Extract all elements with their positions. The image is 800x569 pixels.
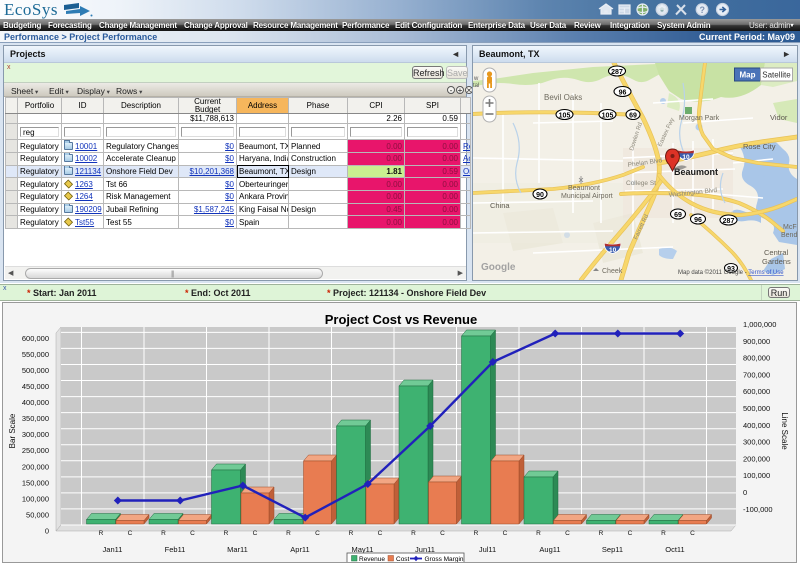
svg-text:287: 287 — [611, 69, 623, 76]
svg-text:?: ? — [700, 5, 706, 15]
svg-text:Municipal Airport: Municipal Airport — [561, 193, 613, 200]
svg-text:Feb11: Feb11 — [165, 545, 186, 554]
svg-text:C: C — [440, 530, 445, 537]
svg-text:R: R — [536, 530, 541, 537]
svg-text:Rose City: Rose City — [743, 142, 776, 151]
svg-text:R: R — [349, 530, 354, 537]
svg-text:350,000: 350,000 — [22, 414, 49, 423]
svg-text:105: 105 — [559, 112, 571, 119]
svg-text:May11: May11 — [352, 545, 374, 554]
svg-text:-100,000: -100,000 — [743, 505, 773, 514]
svg-text:Central: Central — [764, 248, 789, 257]
svg-text:50,000: 50,000 — [26, 511, 49, 520]
svg-text:10: 10 — [609, 247, 617, 254]
svg-text:Cheek: Cheek — [602, 268, 623, 275]
svg-text:Vidor: Vidor — [770, 113, 788, 122]
svg-text:Map data ©2011 Google - Terms: Map data ©2011 Google - Terms of Use — [678, 269, 784, 276]
svg-text:R: R — [411, 530, 416, 537]
svg-text:96: 96 — [619, 89, 627, 96]
svg-text:Gardens: Gardens — [762, 257, 791, 266]
svg-text:R: R — [161, 530, 166, 537]
svg-text:900,000: 900,000 — [743, 337, 770, 346]
svg-text:69: 69 — [674, 212, 682, 219]
svg-text:150,000: 150,000 — [22, 478, 49, 487]
svg-text:Jul11: Jul11 — [479, 545, 496, 554]
svg-text:R: R — [474, 530, 479, 537]
svg-text:Morgan Park: Morgan Park — [679, 115, 720, 122]
svg-text:250,000: 250,000 — [22, 446, 49, 455]
svg-text:600,000: 600,000 — [743, 387, 770, 396]
svg-text:R: R — [286, 530, 291, 537]
svg-text:Satellite: Satellite — [762, 71, 791, 80]
svg-text:tal: tal — [473, 83, 479, 89]
svg-text:R: R — [661, 530, 666, 537]
svg-text:C: C — [378, 530, 383, 537]
svg-text:Beaumont: Beaumont — [568, 185, 600, 192]
svg-text:China: China — [490, 201, 510, 210]
svg-text:Apr11: Apr11 — [290, 545, 309, 554]
svg-text:Line Scale: Line Scale — [780, 412, 789, 450]
svg-text:Sep11: Sep11 — [602, 545, 623, 554]
svg-text:C: C — [690, 530, 695, 537]
svg-text:0: 0 — [743, 488, 747, 497]
svg-text:300,000: 300,000 — [22, 430, 49, 439]
svg-text:100,000: 100,000 — [743, 471, 770, 480]
svg-text:Bend C: Bend C — [781, 232, 797, 239]
svg-text:w: w — [473, 76, 479, 82]
svg-text:200,000: 200,000 — [22, 462, 49, 471]
svg-text:93: 93 — [727, 266, 735, 273]
svg-text:C: C — [315, 530, 320, 537]
svg-text:800,000: 800,000 — [743, 354, 770, 363]
svg-text:96: 96 — [694, 217, 702, 224]
svg-text:Map: Map — [740, 71, 756, 80]
svg-text:300,000: 300,000 — [743, 438, 770, 447]
svg-text:C: C — [253, 530, 258, 537]
svg-text:400,000: 400,000 — [743, 421, 770, 430]
svg-text:C: C — [565, 530, 570, 537]
svg-text:200,000: 200,000 — [743, 454, 770, 463]
svg-text:Bevil Oaks: Bevil Oaks — [544, 93, 582, 102]
svg-text:10: 10 — [682, 154, 690, 161]
svg-text:0: 0 — [45, 527, 49, 536]
svg-text:R: R — [224, 530, 229, 537]
svg-text:Oct11: Oct11 — [665, 545, 684, 554]
svg-text:450,000: 450,000 — [22, 382, 49, 391]
svg-text:C: C — [628, 530, 633, 537]
svg-text:550,000: 550,000 — [22, 350, 49, 359]
svg-text:Cost: Cost — [396, 556, 410, 562]
svg-text:Phelan Blvd: Phelan Blvd — [627, 157, 663, 169]
svg-text:R: R — [599, 530, 604, 537]
svg-text:Mar11: Mar11 — [227, 545, 248, 554]
svg-text:Revenue: Revenue — [359, 556, 385, 562]
svg-text:100,000: 100,000 — [22, 494, 49, 503]
svg-text:McFa: McFa — [783, 224, 797, 231]
svg-text:R: R — [99, 530, 104, 537]
svg-text:Aug11: Aug11 — [539, 545, 560, 554]
svg-text:C: C — [503, 530, 508, 537]
svg-text:Gross Margin: Gross Margin — [425, 556, 464, 562]
svg-text:Jun11: Jun11 — [415, 545, 435, 554]
svg-text:69: 69 — [629, 112, 637, 119]
svg-text:Bar Scale: Bar Scale — [8, 413, 17, 448]
svg-text:Google: Google — [481, 262, 516, 273]
svg-text:400,000: 400,000 — [22, 398, 49, 407]
svg-text:500,000: 500,000 — [22, 366, 49, 375]
svg-text:C: C — [128, 530, 133, 537]
svg-text:College St: College St — [626, 180, 656, 187]
svg-text:Beaumont: Beaumont — [674, 167, 718, 177]
svg-text:500,000: 500,000 — [743, 404, 770, 413]
svg-text:700,000: 700,000 — [743, 370, 770, 379]
svg-text:105: 105 — [602, 112, 614, 119]
svg-text:287: 287 — [723, 218, 735, 225]
svg-text:C: C — [190, 530, 195, 537]
svg-text:90: 90 — [536, 192, 544, 199]
svg-text:600,000: 600,000 — [22, 334, 49, 343]
svg-text:1,000,000: 1,000,000 — [743, 320, 776, 329]
svg-text:Jan11: Jan11 — [103, 545, 123, 554]
svg-text:Project Cost vs Revenue: Project Cost vs Revenue — [325, 312, 477, 327]
